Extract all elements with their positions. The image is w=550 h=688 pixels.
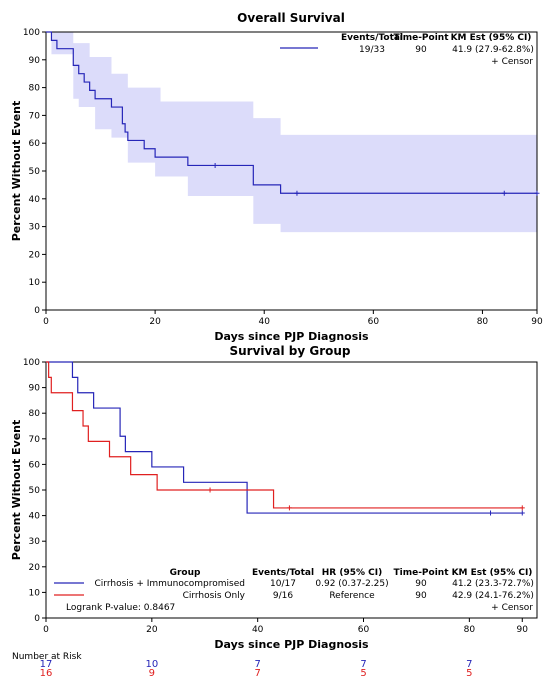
risk-count: 7 bbox=[254, 659, 260, 670]
chart-title: Overall Survival bbox=[237, 11, 345, 25]
x-axis-label: Days since PJP Diagnosis bbox=[214, 638, 369, 651]
y-tick-label: 60 bbox=[29, 460, 41, 470]
x-tick-label: 80 bbox=[464, 625, 476, 635]
risk-count: 16 bbox=[40, 668, 53, 679]
y-axis-label: Percent Without Event bbox=[10, 101, 23, 242]
censor-mark bbox=[212, 162, 218, 168]
y-tick-label: 70 bbox=[29, 111, 41, 121]
y-tick-label: 20 bbox=[29, 250, 41, 260]
y-tick-label: 50 bbox=[29, 486, 41, 496]
y-tick-label: 0 bbox=[34, 614, 40, 624]
legend-group-name: Cirrhosis + Immunocompromised bbox=[95, 579, 245, 589]
x-tick-label: 0 bbox=[43, 625, 49, 635]
y-tick-label: 90 bbox=[29, 384, 41, 394]
legend-events: 19/33 bbox=[359, 45, 385, 55]
x-tick-label: 20 bbox=[146, 625, 158, 635]
censor-mark bbox=[534, 190, 540, 196]
y-tick-label: 10 bbox=[29, 588, 41, 598]
legend-hr: 0.92 (0.37-2.25) bbox=[315, 579, 388, 589]
legend-events: 9/16 bbox=[273, 591, 293, 601]
x-tick-label: 80 bbox=[477, 317, 489, 327]
censor-mark bbox=[207, 487, 213, 493]
x-tick-label: 90 bbox=[517, 625, 529, 635]
legend-timepoint: 90 bbox=[415, 591, 427, 601]
censor-mark bbox=[286, 505, 292, 511]
x-tick-label: 60 bbox=[368, 317, 380, 327]
legend-header-group: Group bbox=[170, 568, 201, 578]
x-tick-label: 40 bbox=[258, 317, 270, 327]
legend-header-timepoint: Time-Point bbox=[393, 33, 449, 43]
legend-header-events: Events/Total bbox=[341, 33, 403, 43]
y-tick-label: 30 bbox=[29, 223, 41, 233]
censor-mark bbox=[501, 190, 507, 196]
y-tick-label: 60 bbox=[29, 139, 41, 149]
survival-curve-overall bbox=[46, 31, 537, 194]
legend-header-km: KM Est (95% CI) bbox=[451, 33, 532, 43]
legend-header-hr: HR (95% CI) bbox=[322, 568, 382, 578]
confidence-band bbox=[46, 32, 537, 233]
censor-mark bbox=[488, 510, 494, 516]
y-tick-label: 40 bbox=[29, 512, 41, 522]
legend-censor: + Censor bbox=[491, 603, 533, 613]
legend-km: 42.9 (24.1-76.2%) bbox=[452, 591, 534, 601]
y-tick-label: 10 bbox=[29, 278, 41, 288]
risk-count: 7 bbox=[254, 668, 260, 679]
risk-count: 10 bbox=[145, 659, 158, 670]
censor-mark bbox=[519, 510, 525, 516]
logrank-pvalue: Logrank P-value: 0.8467 bbox=[66, 603, 175, 613]
risk-count: 9 bbox=[149, 668, 155, 679]
censor-mark bbox=[519, 505, 525, 511]
y-tick-label: 90 bbox=[29, 56, 41, 66]
y-tick-label: 20 bbox=[29, 563, 41, 573]
risk-count: 7 bbox=[360, 659, 366, 670]
chart-title: Survival by Group bbox=[230, 344, 351, 358]
censor-mark bbox=[294, 190, 300, 196]
x-axis-label: Days since PJP Diagnosis bbox=[214, 330, 369, 343]
y-tick-label: 40 bbox=[29, 195, 41, 205]
legend-header-km: KM Est (95% CI) bbox=[452, 568, 533, 578]
x-tick-label: 90 bbox=[531, 317, 543, 327]
x-tick-label: 40 bbox=[252, 625, 264, 635]
legend-events: 10/17 bbox=[270, 579, 296, 589]
survival-curve-cirrhosis-only bbox=[46, 361, 523, 509]
survival-curve-immunocompromised bbox=[46, 361, 523, 514]
risk-count: 17 bbox=[40, 659, 53, 670]
y-axis-label: Percent Without Event bbox=[10, 420, 23, 561]
legend-censor: + Censor bbox=[491, 57, 533, 67]
risk-table-title: Number at Risk bbox=[12, 652, 82, 662]
y-tick-label: 50 bbox=[29, 167, 41, 177]
x-tick-label: 20 bbox=[149, 317, 161, 327]
y-tick-label: 80 bbox=[29, 84, 41, 94]
legend-km: 41.2 (23.3-72.7%) bbox=[452, 579, 534, 589]
legend-header-timepoint: Time-Point bbox=[393, 568, 449, 578]
y-tick-label: 100 bbox=[23, 28, 40, 38]
y-tick-label: 100 bbox=[23, 358, 40, 368]
legend-km: 41.9 (27.9-62.8%) bbox=[452, 45, 534, 55]
legend-header-events: Events/Total bbox=[252, 568, 314, 578]
y-tick-label: 0 bbox=[34, 306, 40, 316]
risk-count: 5 bbox=[466, 668, 472, 679]
legend-hr: Reference bbox=[329, 591, 375, 601]
legend-timepoint: 90 bbox=[415, 579, 427, 589]
legend-timepoint: 90 bbox=[415, 45, 427, 55]
legend-group-name: Cirrhosis Only bbox=[183, 591, 246, 601]
x-tick-label: 60 bbox=[358, 625, 370, 635]
y-tick-label: 30 bbox=[29, 537, 41, 547]
risk-count: 5 bbox=[360, 668, 366, 679]
x-tick-label: 0 bbox=[43, 317, 49, 327]
y-tick-label: 70 bbox=[29, 435, 41, 445]
y-tick-label: 80 bbox=[29, 409, 41, 419]
risk-count: 7 bbox=[466, 659, 472, 670]
